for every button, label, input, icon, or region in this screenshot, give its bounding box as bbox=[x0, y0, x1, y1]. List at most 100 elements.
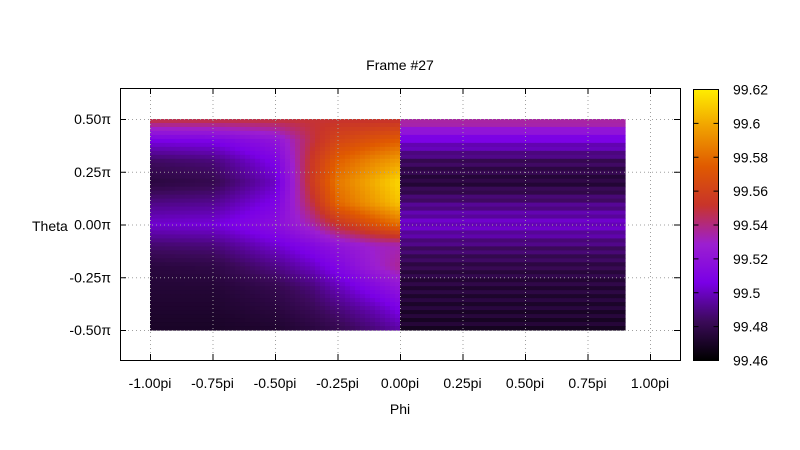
heatmap-cell bbox=[555, 262, 561, 267]
heatmap-cell bbox=[240, 258, 246, 263]
heatmap-cell bbox=[170, 318, 176, 323]
heatmap-cell bbox=[570, 270, 576, 275]
heatmap-cell bbox=[310, 246, 316, 251]
heatmap-cell bbox=[225, 198, 231, 204]
heatmap-cell bbox=[345, 326, 351, 331]
heatmap-cell bbox=[295, 134, 301, 140]
heatmap-cell bbox=[155, 298, 161, 303]
heatmap-cell bbox=[490, 306, 496, 311]
heatmap-cell bbox=[550, 290, 556, 295]
heatmap-cell bbox=[550, 302, 556, 307]
heatmap-cell bbox=[185, 290, 191, 295]
heatmap-cell bbox=[325, 246, 331, 251]
heatmap-cell bbox=[385, 154, 391, 160]
heatmap-cell bbox=[615, 134, 621, 140]
heatmap-cell bbox=[525, 242, 531, 247]
heatmap-cell bbox=[295, 186, 301, 192]
heatmap-cell bbox=[480, 270, 486, 275]
heatmap-cell bbox=[190, 226, 196, 232]
heatmap-cell bbox=[590, 238, 596, 244]
heatmap-cell bbox=[215, 170, 221, 176]
heatmap-cell bbox=[415, 326, 421, 331]
heatmap-cell bbox=[300, 134, 306, 140]
heatmap-cell bbox=[310, 194, 316, 200]
heatmap-cell bbox=[405, 166, 411, 172]
heatmap-cell bbox=[580, 310, 586, 315]
heatmap-cell bbox=[235, 130, 241, 136]
heatmap-cell bbox=[545, 206, 551, 212]
heatmap-cell bbox=[415, 158, 421, 164]
heatmap-cell bbox=[580, 238, 586, 244]
heatmap-cell bbox=[375, 218, 381, 224]
heatmap-cell bbox=[605, 250, 611, 255]
heatmap-cell bbox=[565, 314, 571, 319]
heatmap-cell bbox=[350, 170, 356, 176]
heatmap-cell bbox=[310, 170, 316, 176]
heatmap-cell bbox=[515, 282, 521, 287]
heatmap-cell bbox=[215, 266, 221, 271]
heatmap-cell bbox=[195, 302, 201, 307]
heatmap-cell bbox=[585, 126, 591, 132]
heatmap-cell bbox=[240, 262, 246, 267]
heatmap-cell bbox=[330, 262, 336, 267]
heatmap-cell bbox=[510, 190, 516, 196]
heatmap-cell bbox=[350, 142, 356, 148]
heatmap-cell bbox=[430, 318, 436, 323]
heatmap-cell bbox=[360, 226, 366, 232]
heatmap-cell bbox=[475, 154, 481, 160]
heatmap-cell bbox=[490, 150, 496, 156]
heatmap-cell bbox=[465, 318, 471, 323]
heatmap-cell bbox=[485, 286, 491, 291]
heatmap-cell bbox=[405, 138, 411, 144]
heatmap-cell bbox=[465, 158, 471, 164]
heatmap-cell bbox=[195, 162, 201, 168]
heatmap-cell bbox=[540, 302, 546, 307]
heatmap-cell bbox=[255, 126, 261, 132]
heatmap-cell bbox=[150, 242, 156, 247]
heatmap-cell bbox=[190, 158, 196, 164]
heatmap-cell bbox=[265, 306, 271, 311]
heatmap-cell bbox=[435, 130, 441, 136]
heatmap-cell bbox=[610, 119, 616, 124]
heatmap-cell bbox=[370, 238, 376, 244]
heatmap-cell bbox=[370, 326, 376, 331]
heatmap-cell bbox=[225, 326, 231, 331]
heatmap-cell bbox=[430, 258, 436, 263]
heatmap-cell bbox=[270, 262, 276, 267]
heatmap-cell bbox=[280, 154, 286, 160]
heatmap-cell bbox=[150, 266, 156, 271]
heatmap-cell bbox=[325, 306, 331, 311]
heatmap-cell bbox=[250, 310, 256, 315]
heatmap-cell bbox=[465, 150, 471, 156]
heatmap-cell bbox=[240, 238, 246, 244]
heatmap-cell bbox=[620, 290, 626, 295]
heatmap-cell bbox=[505, 274, 511, 279]
heatmap-cell bbox=[175, 222, 181, 228]
heatmap-cell bbox=[535, 262, 541, 267]
heatmap-cell bbox=[325, 222, 331, 228]
heatmap-cell bbox=[475, 302, 481, 307]
heatmap-cell bbox=[450, 294, 456, 299]
heatmap-cell bbox=[620, 178, 626, 184]
heatmap-cell bbox=[470, 186, 476, 192]
heatmap-cell bbox=[215, 230, 221, 236]
heatmap-cell bbox=[455, 182, 461, 188]
heatmap-cell bbox=[530, 230, 536, 236]
heatmap-cell bbox=[160, 310, 166, 315]
heatmap-cell bbox=[485, 274, 491, 279]
heatmap-cell bbox=[420, 278, 426, 283]
heatmap-cell bbox=[285, 286, 291, 291]
heatmap-cell bbox=[365, 326, 371, 331]
heatmap-cell bbox=[220, 150, 226, 156]
heatmap-cell bbox=[175, 138, 181, 144]
heatmap-cell bbox=[445, 210, 451, 216]
heatmap-cell bbox=[620, 146, 626, 152]
heatmap-cell bbox=[260, 250, 266, 255]
heatmap-cell bbox=[500, 178, 506, 184]
heatmap-cell bbox=[605, 218, 611, 224]
heatmap-cell bbox=[220, 170, 226, 176]
heatmap-cell bbox=[500, 202, 506, 208]
heatmap-cell bbox=[210, 158, 216, 164]
heatmap-cell bbox=[580, 246, 586, 251]
heatmap-cell bbox=[465, 126, 471, 132]
